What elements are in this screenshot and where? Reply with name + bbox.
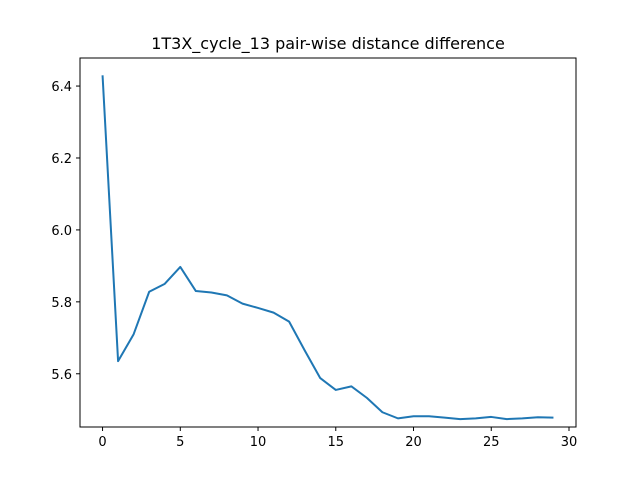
x-tick-label: 30 [561, 435, 578, 450]
axes-frame [79, 57, 577, 428]
series-layer [101, 75, 554, 421]
y-tick-label: 5.6 [51, 368, 72, 383]
x-tick-label: 0 [98, 435, 106, 450]
x-tick-label: 10 [250, 435, 267, 450]
x-tick-label: 15 [328, 435, 345, 450]
x-tick-label: 20 [405, 435, 422, 450]
series-line [101, 75, 554, 421]
y-tick-label: 6.0 [51, 224, 72, 239]
x-axis: 0 5 10 15 20 25 30 [98, 427, 577, 450]
y-axis: 5.6 5.8 6.0 6.2 6.4 [51, 80, 80, 383]
chart-title: 1T3X_cycle_13 pair-wise distance differe… [151, 34, 505, 54]
x-tick-label: 25 [483, 435, 500, 450]
x-tick-label: 5 [176, 435, 184, 450]
y-tick-label: 6.4 [51, 80, 72, 95]
y-tick-label: 6.2 [51, 152, 72, 167]
plot-area: 0 5 10 15 20 25 30 5.6 5.8 6.0 6.2 6.4 [51, 57, 577, 450]
y-tick-label: 5.8 [51, 296, 72, 311]
